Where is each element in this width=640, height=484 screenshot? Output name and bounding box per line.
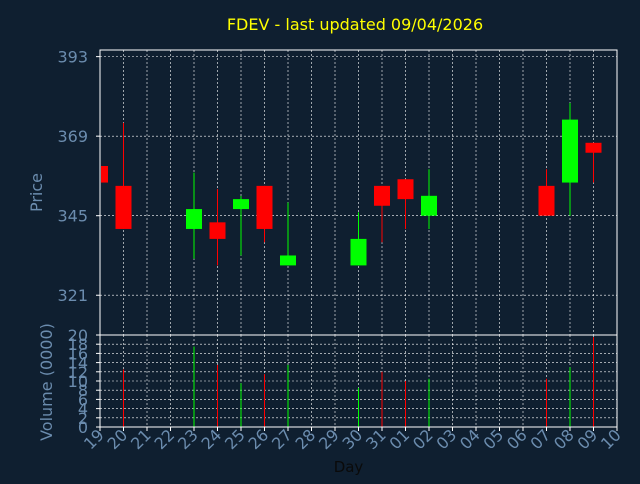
candle-body	[256, 185, 273, 229]
candle-body	[186, 209, 202, 229]
volume-tick-label: 10	[68, 372, 88, 391]
price-tick-label: 321	[57, 286, 88, 305]
volume-tick-label: 12	[68, 363, 88, 382]
volume-bars	[123, 337, 594, 427]
candle-body	[397, 179, 414, 200]
candle-body	[101, 165, 108, 183]
chart-title: FDEV - last updated 09/04/2026	[227, 15, 483, 34]
x-axis-label: Day	[334, 458, 364, 476]
price-tick-label: 345	[57, 207, 88, 226]
price-candles	[99, 103, 602, 266]
candle-body	[538, 185, 555, 216]
volume-tick-label: 6	[78, 390, 88, 409]
price-axis-label: Price	[27, 173, 46, 212]
candle-body	[233, 199, 249, 210]
volume-tick-label: 2	[78, 409, 88, 428]
candle-body	[374, 185, 390, 206]
volume-tick-label: 0	[78, 418, 88, 437]
volume-tick-label: 8	[78, 381, 88, 400]
volume-axis-label: Volume (0000)	[37, 323, 56, 441]
candle-body	[562, 119, 578, 183]
candle-body	[585, 142, 602, 153]
volume-tick-label: 16	[68, 344, 88, 363]
volume-tick-label: 20	[68, 326, 88, 345]
volume-tick-label: 4	[78, 400, 88, 419]
x-axis-ticks: 1920212223242526272829303101020304050607…	[80, 425, 625, 453]
volume-tick-label: 14	[68, 354, 88, 373]
candle-body	[421, 195, 437, 216]
candle-body	[209, 222, 226, 239]
price-tick-label: 393	[57, 48, 88, 67]
candle-body	[280, 255, 296, 266]
candle-body	[115, 185, 132, 229]
volume-tick-label: 18	[68, 335, 88, 354]
price-gridlines	[100, 50, 617, 335]
candle-body	[350, 238, 367, 266]
price-axis-ticks: 321 345 369 393	[57, 48, 100, 305]
price-tick-label: 369	[57, 127, 88, 146]
